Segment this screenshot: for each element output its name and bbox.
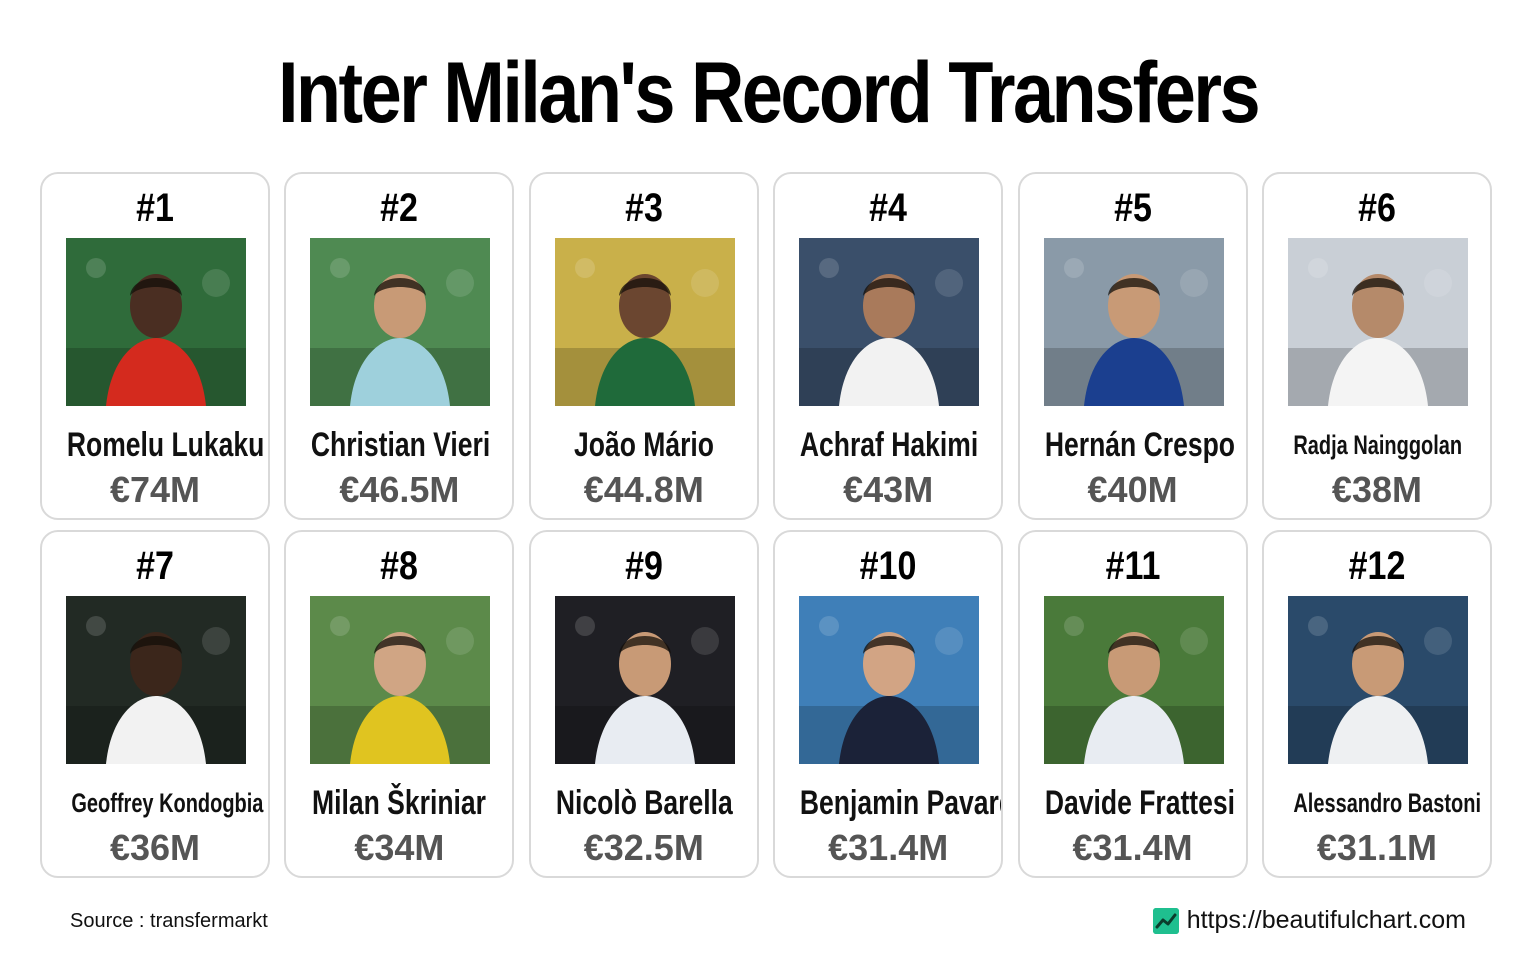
transfer-fee: €31.4M (828, 827, 949, 868)
player-name: Davide Frattesi (1044, 784, 1235, 822)
player-name: Milan Škriniar (312, 784, 487, 822)
transfer-fee: €31.4M (1072, 827, 1193, 868)
player-name: Nicolò Barella (555, 784, 733, 822)
player-card: #8 Milan Škriniar €34M (284, 530, 515, 878)
player-name: Alessandro Bastoni (1293, 788, 1481, 818)
player-rank: #3 (624, 186, 663, 230)
transfer-fee: €34M (354, 827, 445, 868)
player-card: #1 Romelu Lukaku €74M (40, 172, 270, 520)
page-title: Inter Milan's Record Transfers (277, 45, 1261, 141)
player-card: #3 João Mário €44.8M (528, 172, 759, 520)
player-rank: #8 (380, 544, 419, 588)
transfer-fee: €43M (843, 469, 934, 510)
player-rank: #4 (869, 186, 908, 230)
transfer-fee: €32.5M (583, 827, 704, 868)
player-name: João Mário (573, 426, 714, 464)
player-name: Benjamin Pavard (800, 784, 1004, 822)
player-card: #9 Nicolò Barella €32.5M (528, 530, 759, 878)
player-rank: #5 (1113, 186, 1152, 230)
transfer-fee: €40M (1087, 469, 1178, 510)
romelu-lukaku-photo (66, 238, 246, 406)
player-card: #5 Hernán Crespo €40M (1017, 172, 1248, 520)
transfer-fee: €44.8M (583, 469, 704, 510)
player-rank: #11 (1105, 544, 1160, 588)
hernan-crespo-photo (1043, 238, 1224, 406)
player-rank: #1 (136, 186, 174, 230)
player-name: Geoffrey Kondogbia (71, 788, 264, 818)
player-name: Christian Vieri (311, 426, 491, 464)
player-rank: #7 (136, 544, 174, 588)
christian-vieri-photo (310, 238, 491, 406)
davide-frattesi-photo (1043, 596, 1224, 764)
player-name: Achraf Hakimi (800, 426, 979, 464)
player-card: #12 Alessandro Bastoni €31.1M (1261, 530, 1492, 878)
source-note: Source : transfermarkt (70, 910, 268, 932)
player-rank: #2 (380, 186, 419, 230)
player-name: Hernán Crespo (1044, 426, 1235, 464)
alessandro-bastoni-photo (1287, 596, 1468, 764)
player-card: #10 Benjamin Pavard €31.4M (773, 530, 1004, 878)
nicolo-barella-photo (554, 596, 735, 764)
transfer-fee: €31.1M (1316, 827, 1437, 868)
transfer-fee: €38M (1331, 469, 1422, 510)
brand-url[interactable]: https://beautifulchart.com (1186, 906, 1466, 934)
milan-skriniar-photo (310, 596, 491, 764)
radja-nainggolan-photo (1287, 238, 1468, 406)
transfer-grid: #1 Romelu Lukaku €74M #2 Christian Vieri €46.… (40, 172, 1492, 878)
geoffrey-kondogbia-photo (66, 596, 246, 764)
player-card: #7 Geoffrey Kondogbia €36M (40, 530, 270, 878)
brand-link[interactable]: https://beautifulchart.com (1152, 906, 1466, 935)
achraf-hakimi-photo (799, 238, 980, 406)
chart-logo-icon (1152, 907, 1179, 934)
player-card: #4 Achraf Hakimi €43M (773, 172, 1004, 520)
benjamin-pavard-photo (799, 596, 980, 764)
player-name: Radja Nainggolan (1293, 430, 1463, 460)
player-card: #11 Davide Frattesi €31.4M (1017, 530, 1248, 878)
player-rank: #6 (1358, 186, 1396, 230)
transfer-fee: €74M (109, 469, 201, 510)
player-name: Romelu Lukaku (66, 426, 265, 464)
player-card: #6 Radja Nainggolan €38M (1261, 172, 1492, 520)
joao-mario-photo (554, 238, 735, 406)
transfer-fee: €36M (109, 827, 201, 868)
player-rank: #9 (624, 544, 663, 588)
player-rank: #12 (1348, 544, 1406, 588)
player-rank: #10 (859, 544, 917, 588)
player-card: #2 Christian Vieri €46.5M (284, 172, 515, 520)
transfer-fee: €46.5M (339, 469, 460, 510)
